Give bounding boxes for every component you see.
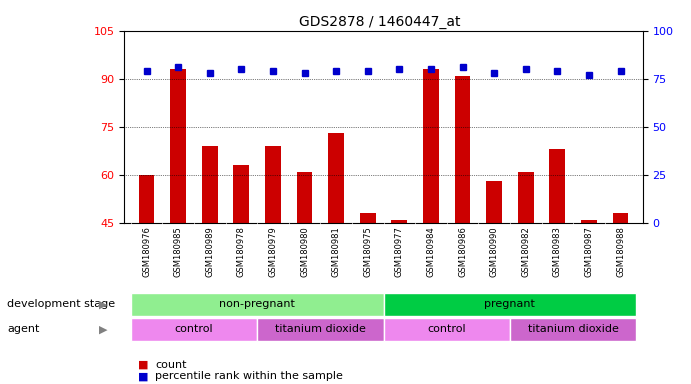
Text: GSM180983: GSM180983 bbox=[553, 226, 562, 277]
FancyBboxPatch shape bbox=[131, 293, 384, 316]
Text: ■: ■ bbox=[138, 371, 149, 381]
Text: GSM180979: GSM180979 bbox=[268, 226, 277, 277]
Text: ▶: ▶ bbox=[99, 299, 107, 310]
Text: GSM180976: GSM180976 bbox=[142, 226, 151, 277]
Bar bbox=[170, 69, 186, 223]
Bar bbox=[549, 149, 565, 223]
Text: GSM180986: GSM180986 bbox=[458, 226, 467, 277]
FancyBboxPatch shape bbox=[510, 318, 636, 341]
Text: percentile rank within the sample: percentile rank within the sample bbox=[155, 371, 343, 381]
FancyBboxPatch shape bbox=[257, 318, 384, 341]
Text: control: control bbox=[175, 324, 214, 334]
Bar bbox=[202, 146, 218, 223]
Text: GSM180990: GSM180990 bbox=[490, 226, 499, 277]
Text: pregnant: pregnant bbox=[484, 299, 536, 310]
Text: GSM180984: GSM180984 bbox=[426, 226, 435, 277]
Bar bbox=[139, 175, 154, 223]
Text: ▶: ▶ bbox=[99, 324, 107, 334]
Text: GSM180985: GSM180985 bbox=[173, 226, 182, 277]
Bar bbox=[296, 172, 312, 223]
Text: non-pregnant: non-pregnant bbox=[219, 299, 295, 310]
Bar bbox=[265, 146, 281, 223]
Text: GSM180978: GSM180978 bbox=[237, 226, 246, 277]
Text: GSM180981: GSM180981 bbox=[332, 226, 341, 277]
Text: control: control bbox=[428, 324, 466, 334]
Text: titanium dioxide: titanium dioxide bbox=[528, 324, 618, 334]
Text: GSM180988: GSM180988 bbox=[616, 226, 625, 277]
FancyBboxPatch shape bbox=[384, 318, 510, 341]
Text: ■: ■ bbox=[138, 360, 149, 370]
Text: GSM180987: GSM180987 bbox=[585, 226, 594, 277]
Text: GSM180975: GSM180975 bbox=[363, 226, 372, 277]
FancyBboxPatch shape bbox=[384, 293, 636, 316]
Bar bbox=[518, 172, 533, 223]
Text: GSM180980: GSM180980 bbox=[300, 226, 309, 277]
Text: agent: agent bbox=[7, 324, 39, 334]
Bar bbox=[391, 220, 407, 223]
Bar bbox=[581, 220, 597, 223]
Bar bbox=[423, 69, 439, 223]
Text: GSM180982: GSM180982 bbox=[521, 226, 530, 277]
Text: GDS2878 / 1460447_at: GDS2878 / 1460447_at bbox=[299, 15, 461, 29]
Bar bbox=[328, 133, 344, 223]
Bar bbox=[360, 213, 376, 223]
Bar bbox=[234, 165, 249, 223]
Text: titanium dioxide: titanium dioxide bbox=[275, 324, 366, 334]
Text: count: count bbox=[155, 360, 187, 370]
Text: development stage: development stage bbox=[7, 299, 115, 310]
FancyBboxPatch shape bbox=[131, 318, 257, 341]
Text: GSM180989: GSM180989 bbox=[205, 226, 214, 277]
Bar bbox=[613, 213, 628, 223]
Bar bbox=[455, 76, 471, 223]
Bar bbox=[486, 181, 502, 223]
Text: GSM180977: GSM180977 bbox=[395, 226, 404, 277]
